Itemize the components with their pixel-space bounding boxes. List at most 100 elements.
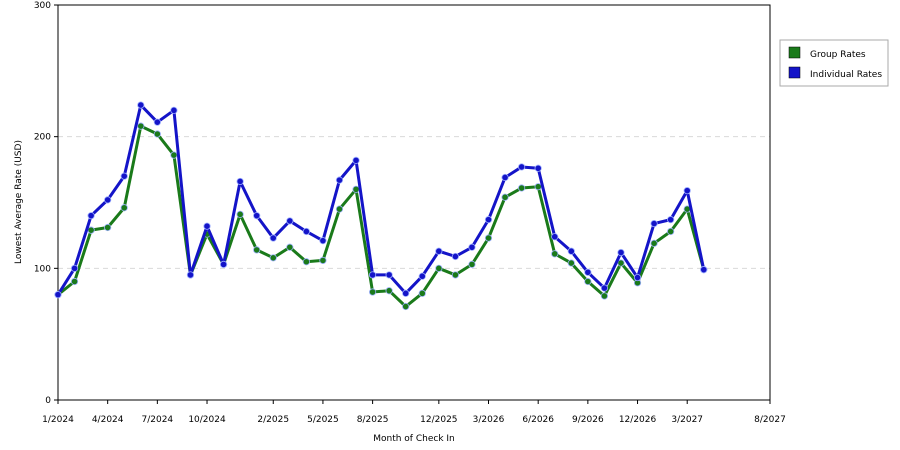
data-point-group-rates-22 [418,289,426,297]
y-axis-title: Lowest Average Rate (USD) [14,140,24,264]
data-point-individual-rates-36 [650,219,658,228]
data-point-individual-rates-5 [137,101,145,109]
series-line-individual-rates [56,103,706,297]
gridlines [58,136,770,269]
data-point-individual-rates-6 [153,118,161,126]
data-point-group-rates-33 [600,292,609,300]
data-point-individual-rates-34 [617,248,625,257]
data-point-group-rates-5 [137,122,145,130]
data-point-group-rates-4 [120,204,128,212]
x-tick-label-6/2026: 6/2026 [522,415,554,425]
data-point-group-rates-20 [385,287,393,295]
y-tick-label-100: 100 [34,264,51,274]
data-point-individual-rates-9 [203,222,211,230]
legend-swatch-individual-rates [788,66,801,79]
y-tick-label-0: 0 [45,396,51,406]
x-axis-title: Month of Check In [373,434,455,444]
data-point-group-rates-37 [667,227,675,236]
data-point-individual-rates-24 [451,252,459,261]
data-point-individual-rates-25 [468,243,476,251]
x-tick-label-1/2024: 1/2024 [42,415,74,425]
data-point-individual-rates-27 [501,173,509,182]
data-point-individual-rates-26 [484,216,493,224]
data-point-individual-rates-12 [253,212,261,220]
data-point-individual-rates-14 [286,217,294,225]
x-tick-label-8/2025: 8/2025 [357,415,389,425]
data-point-group-rates-26 [484,234,493,242]
x-tick-label-10/2024: 10/2024 [188,415,226,425]
data-point-group-rates-14 [286,243,294,251]
data-point-individual-rates-7 [170,106,178,114]
y-tick-label-300: 300 [34,1,51,11]
data-point-group-rates-19 [369,288,377,296]
data-point-group-rates-7 [170,151,178,159]
x-tick-label-12/2026: 12/2026 [619,415,657,425]
series-line-group-rates [56,124,706,309]
data-point-group-rates-13 [269,254,277,262]
x-tick-label-5/2025: 5/2025 [307,415,339,425]
data-point-individual-rates-10 [219,260,228,268]
data-point-group-rates-24 [451,271,459,279]
data-point-individual-rates-30 [551,233,559,241]
x-axis: 1/2024 4/2024 7/2024 10/2024 2/2025 5/2025 8/2… [42,400,786,425]
x-tick-label-4/2024: 4/2024 [92,415,124,425]
data-point-individual-rates-2 [87,212,95,220]
x-tick-label-3/2026: 3/2026 [473,415,505,425]
data-point-group-rates-18 [352,185,360,193]
data-point-group-rates-23 [435,264,443,272]
legend-label-individual-rates: Individual Rates [810,70,882,80]
data-point-individual-rates-15 [302,227,310,236]
data-point-group-rates-25 [468,260,476,268]
data-point-group-rates-30 [551,250,559,258]
data-point-individual-rates-11 [236,177,244,186]
data-point-group-rates-11 [236,210,244,218]
data-point-individual-rates-8 [186,271,195,279]
data-point-individual-rates-23 [435,247,443,255]
data-point-individual-rates-13 [269,234,277,242]
legend-swatch-group-rates [788,46,801,59]
series-lines [54,101,708,311]
y-tick-label-200: 200 [34,133,51,143]
x-tick-label-9/2026: 9/2026 [572,415,604,425]
data-point-individual-rates-21 [402,289,410,297]
x-tick-label-2/2025: 2/2025 [257,415,289,425]
data-point-individual-rates-37 [667,216,675,224]
data-point-individual-rates-38 [683,187,691,195]
data-point-group-rates-36 [650,239,658,247]
data-point-individual-rates-4 [120,172,128,180]
y-axis: 0 100 200 300 [34,1,58,406]
x-tick-label-7/2024: 7/2024 [142,415,174,425]
data-point-individual-rates-28 [518,163,526,171]
data-point-group-rates-21 [402,302,410,311]
data-point-group-rates-6 [153,130,161,138]
x-tick-label-8/2027: 8/2027 [754,415,786,425]
data-point-group-rates-12 [253,246,261,254]
data-point-group-rates-1 [70,277,79,286]
data-point-group-rates-28 [518,184,526,192]
data-point-individual-rates-16 [319,237,327,245]
data-point-group-rates-15 [302,258,310,266]
data-point-individual-rates-18 [352,156,360,164]
data-point-group-rates-16 [319,256,327,265]
data-point-individual-rates-20 [385,271,393,279]
data-point-group-rates-34 [617,259,625,267]
data-point-individual-rates-39 [700,266,708,274]
data-point-individual-rates-3 [104,196,112,204]
data-point-group-rates-29 [534,183,542,191]
data-point-group-rates-2 [87,226,95,234]
data-point-group-rates-17 [335,205,344,213]
data-point-individual-rates-33 [600,284,609,292]
data-point-group-rates-32 [584,277,592,286]
x-tick-label-12/2025: 12/2025 [420,415,457,425]
data-point-individual-rates-19 [369,271,377,279]
data-point-individual-rates-17 [335,176,344,184]
data-point-individual-rates-35 [633,273,642,282]
data-point-individual-rates-1 [70,264,79,272]
data-point-individual-rates-22 [418,272,426,280]
data-point-group-rates-3 [104,223,112,232]
legend-label-group-rates: Group Rates [810,50,866,60]
data-point-individual-rates-29 [534,164,542,172]
data-point-individual-rates-0 [54,291,62,299]
data-point-group-rates-31 [567,259,575,267]
